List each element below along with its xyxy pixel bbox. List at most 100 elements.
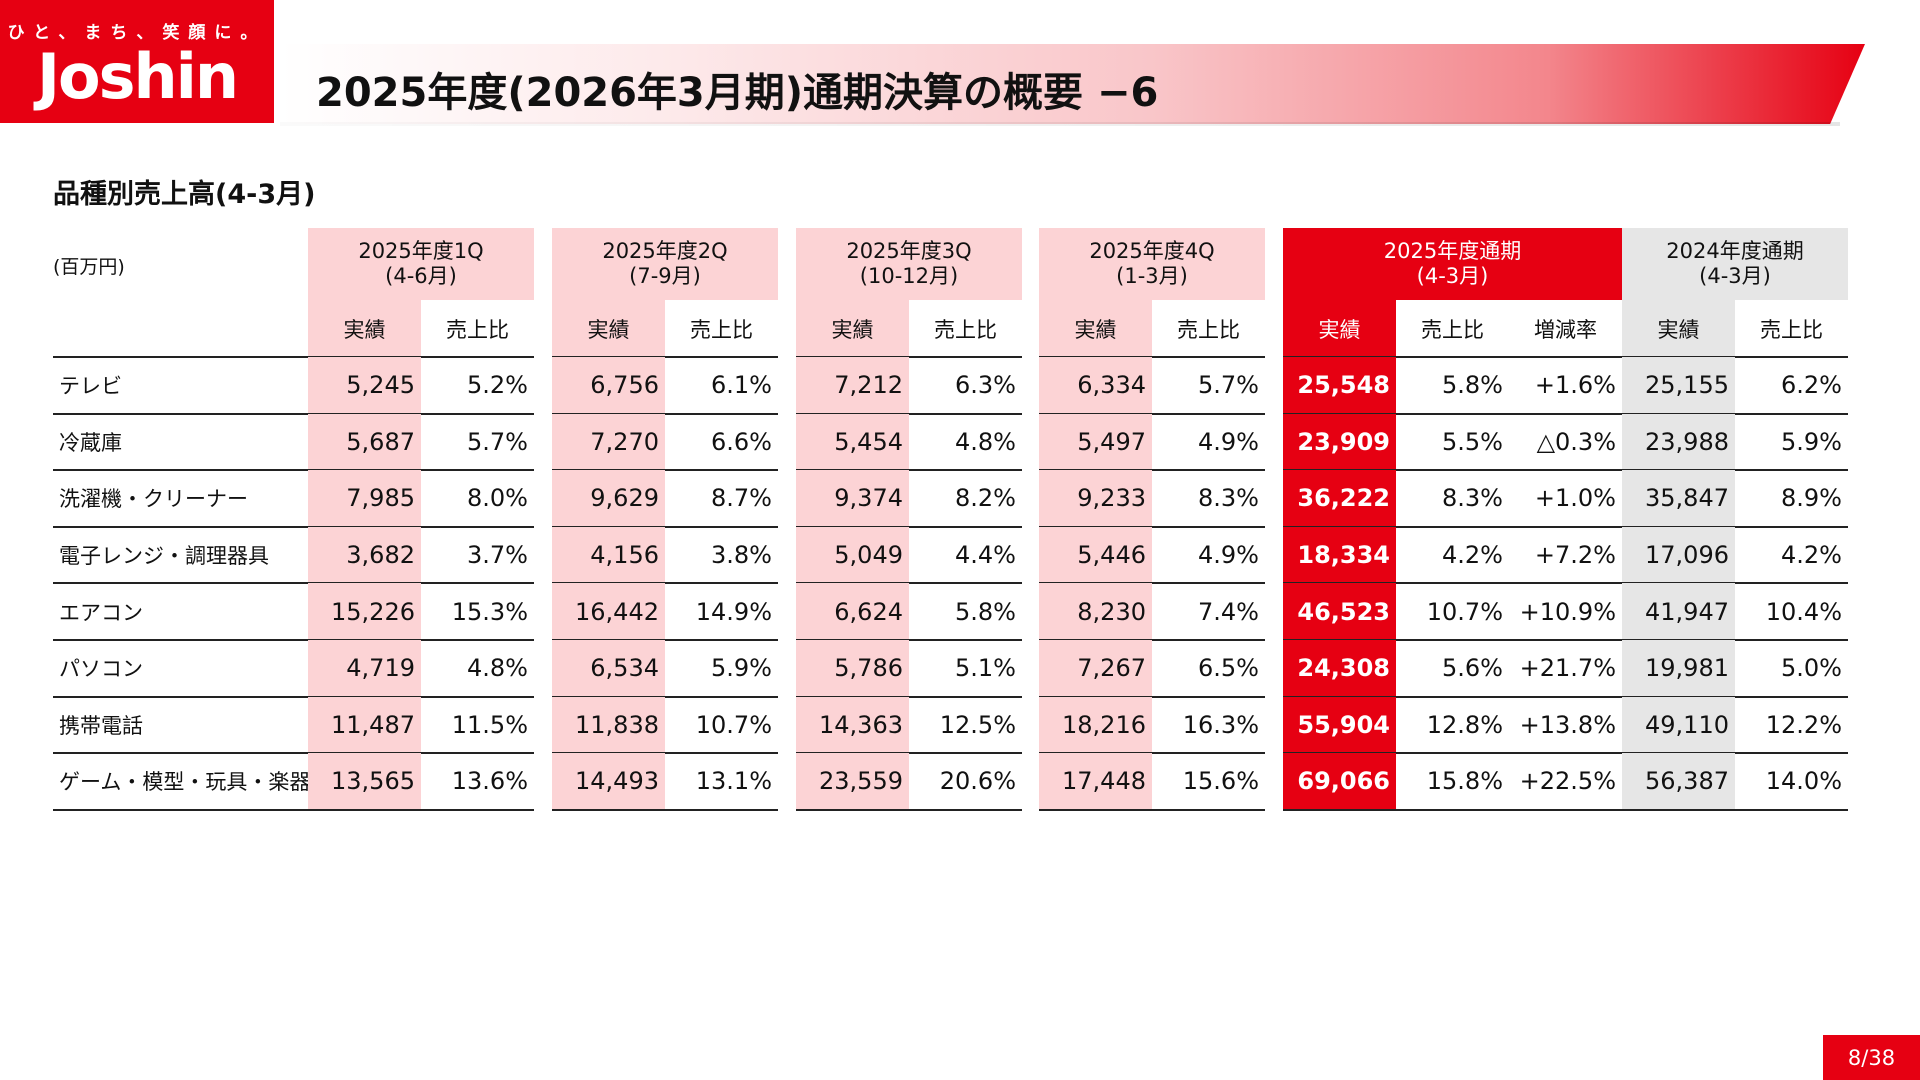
table-cell: 8,230 bbox=[1039, 583, 1152, 640]
row-rule bbox=[1622, 696, 1848, 698]
column-header-share: 売上比 bbox=[934, 317, 997, 342]
table-cell: 13,565 bbox=[308, 753, 421, 810]
table-cell: 6.6% bbox=[711, 427, 772, 456]
row-rule bbox=[53, 752, 308, 754]
table-cell: 14.0% bbox=[1765, 767, 1842, 796]
row-rule bbox=[308, 809, 534, 811]
table-cell: 12.2% bbox=[1765, 710, 1842, 739]
table-cell: +22.5% bbox=[1519, 767, 1616, 796]
table-cell: 23,988 bbox=[1622, 413, 1735, 471]
page-number: 8/38 bbox=[1823, 1035, 1920, 1080]
table-cell: 9,374 bbox=[796, 470, 909, 527]
period-header: 2024年度通期 (4-3月) bbox=[1622, 228, 1848, 300]
row-rule bbox=[552, 526, 778, 528]
table-cell: 7,270 bbox=[552, 413, 665, 471]
table-cell: △0.3% bbox=[1536, 427, 1616, 456]
period-header: 2025年度1Q (4-6月) bbox=[308, 228, 534, 300]
table-cell: 49,110 bbox=[1622, 696, 1735, 754]
table-cell: 6,756 bbox=[552, 357, 665, 414]
table-cell: 11,838 bbox=[552, 696, 665, 754]
row-rule bbox=[552, 639, 778, 641]
table-cell: 20.6% bbox=[939, 767, 1016, 796]
table-cell: 19,981 bbox=[1622, 640, 1735, 697]
table-cell: 5.2% bbox=[467, 371, 528, 400]
period-header: 2025年度2Q (7-9月) bbox=[552, 228, 778, 300]
row-rule bbox=[53, 413, 308, 415]
table-cell: 6.3% bbox=[955, 371, 1016, 400]
row-rule bbox=[1283, 526, 1622, 528]
table-cell: 8.2% bbox=[955, 484, 1016, 513]
table-cell: 23,559 bbox=[796, 753, 909, 810]
row-rule bbox=[308, 582, 534, 584]
period-header: 2025年度4Q (1-3月) bbox=[1039, 228, 1265, 300]
logo-name: Joshin bbox=[36, 40, 239, 113]
page-title: 2025年度(2026年3月期)通期決算の概要 −6 bbox=[316, 70, 1159, 116]
table-cell: 5.1% bbox=[955, 654, 1016, 683]
row-rule bbox=[53, 809, 308, 811]
table-cell: 5.7% bbox=[467, 427, 528, 456]
table-cell: 4.9% bbox=[1198, 541, 1259, 570]
row-rule bbox=[1039, 526, 1265, 528]
table-cell: 12.8% bbox=[1426, 710, 1503, 739]
row-rule bbox=[1283, 752, 1622, 754]
table-cell: 4.2% bbox=[1781, 541, 1842, 570]
row-rule bbox=[1283, 413, 1622, 415]
header-rule bbox=[1039, 356, 1265, 358]
table-cell: 8.3% bbox=[1442, 484, 1503, 513]
period-range: (7-9月) bbox=[629, 264, 701, 288]
table-cell: 4,719 bbox=[308, 640, 421, 697]
table-cell: 5.0% bbox=[1781, 654, 1842, 683]
table-cell: 6.1% bbox=[711, 371, 772, 400]
row-rule bbox=[53, 582, 308, 584]
column-header-share: 売上比 bbox=[1421, 317, 1484, 342]
table-cell: 3,682 bbox=[308, 526, 421, 584]
table-cell: 5,454 bbox=[796, 413, 909, 471]
row-label: エアコン bbox=[59, 600, 143, 625]
table-cell: 14.9% bbox=[695, 597, 772, 626]
row-rule bbox=[53, 696, 308, 698]
row-label: テレビ bbox=[59, 374, 122, 399]
table-cell: 15.8% bbox=[1426, 767, 1503, 796]
header-rule bbox=[1283, 356, 1622, 358]
row-rule bbox=[308, 469, 534, 471]
table-cell: 14,493 bbox=[552, 753, 665, 810]
column-header-actual: 実績 bbox=[1622, 300, 1735, 357]
table-cell: 3.8% bbox=[711, 541, 772, 570]
table-cell: 5.8% bbox=[1442, 371, 1503, 400]
table-cell: 46,523 bbox=[1283, 583, 1396, 640]
header-rule bbox=[53, 356, 308, 358]
row-rule bbox=[1622, 809, 1848, 811]
table-cell: 35,847 bbox=[1622, 470, 1735, 527]
table-cell: 55,904 bbox=[1283, 696, 1396, 754]
period-label: 2024年度通期 bbox=[1666, 239, 1804, 263]
column-header-actual: 実績 bbox=[1283, 300, 1396, 357]
column-header-change: 増減率 bbox=[1534, 317, 1597, 342]
column-header-actual: 実績 bbox=[308, 300, 421, 357]
table-cell: 13.6% bbox=[451, 767, 528, 796]
row-rule bbox=[1039, 582, 1265, 584]
row-rule bbox=[552, 809, 778, 811]
row-rule bbox=[308, 413, 534, 415]
table-cell: 8.9% bbox=[1781, 484, 1842, 513]
row-rule bbox=[796, 639, 1022, 641]
joshin-logo: ひと、まち、笑顔に。 Joshin bbox=[0, 0, 274, 123]
header-rule bbox=[552, 356, 778, 358]
table-cell: 25,155 bbox=[1622, 357, 1735, 414]
row-label: 電子レンジ・調理器具 bbox=[59, 544, 269, 569]
table-cell: 10.7% bbox=[1426, 597, 1503, 626]
table-cell: 5,049 bbox=[796, 526, 909, 584]
table-cell: 15.6% bbox=[1182, 767, 1259, 796]
table-cell: 7.4% bbox=[1198, 597, 1259, 626]
table-cell: 25,548 bbox=[1283, 357, 1396, 414]
table-cell: 5,786 bbox=[796, 640, 909, 697]
row-rule bbox=[1622, 469, 1848, 471]
table-cell: 4.8% bbox=[955, 427, 1016, 456]
row-label: 冷蔵庫 bbox=[59, 430, 122, 455]
row-rule bbox=[1039, 413, 1265, 415]
table-cell: 5.8% bbox=[955, 597, 1016, 626]
period-label: 2025年度1Q bbox=[358, 239, 484, 263]
table-cell: +7.2% bbox=[1534, 541, 1616, 570]
title-banner-shadow bbox=[280, 122, 1840, 126]
row-rule bbox=[796, 469, 1022, 471]
row-rule bbox=[1622, 413, 1848, 415]
